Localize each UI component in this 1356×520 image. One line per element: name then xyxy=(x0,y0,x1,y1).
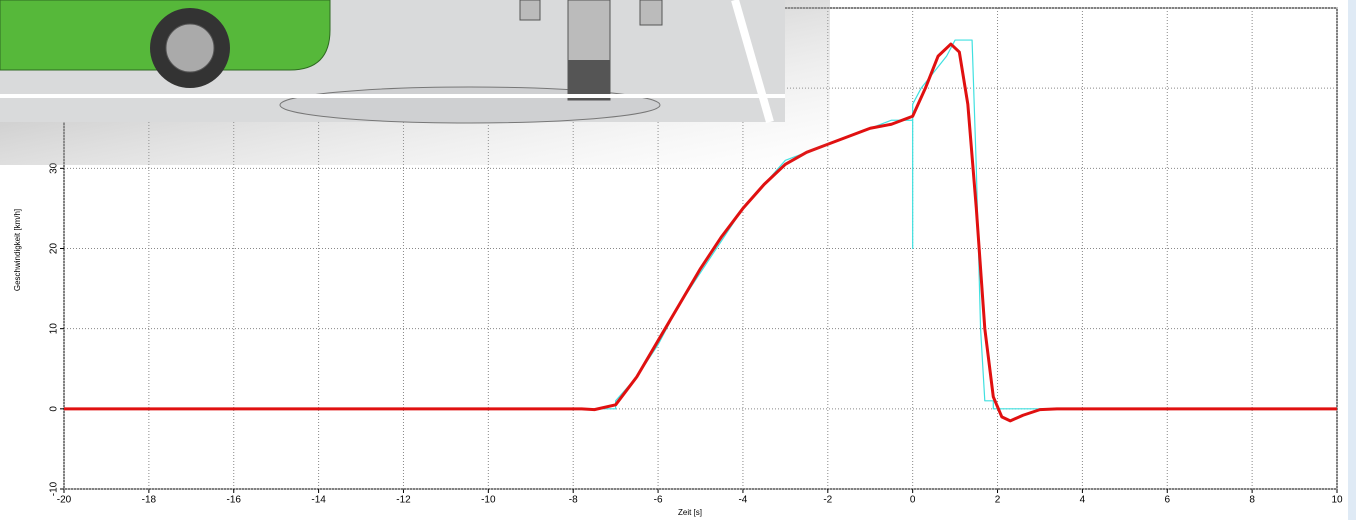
x-tick-label: 2 xyxy=(995,495,1001,506)
post-small xyxy=(519,0,541,21)
x-tick-label: 10 xyxy=(1331,495,1343,506)
x-tick-label: -14 xyxy=(311,495,326,506)
x-tick-label: -12 xyxy=(396,495,411,506)
x-axis-label: Zeit [s] xyxy=(678,508,702,517)
x-tick-label: -4 xyxy=(738,495,747,506)
car-rim xyxy=(165,23,215,73)
curb xyxy=(731,0,774,124)
y-tick-label: 10 xyxy=(49,323,60,335)
x-tick-label: -8 xyxy=(569,495,578,506)
x-tick-label: 4 xyxy=(1080,495,1086,506)
x-tick-label: -16 xyxy=(227,495,242,506)
x-tick-label: -2 xyxy=(823,495,832,506)
panel-edge xyxy=(1348,0,1356,520)
x-tick-label: 6 xyxy=(1164,495,1170,506)
y-tick-label: 0 xyxy=(49,406,60,412)
post-band xyxy=(568,60,610,100)
x-tick-label: 0 xyxy=(910,495,916,506)
lines xyxy=(64,39,1337,423)
x-tick-label: -10 xyxy=(481,495,496,506)
y-tick-label: 20 xyxy=(49,243,60,255)
x-tick-label: -6 xyxy=(654,495,663,506)
post-small xyxy=(639,0,663,26)
x-tick-label: 8 xyxy=(1249,495,1255,506)
x-tick-label: -18 xyxy=(142,495,157,506)
y-axis-label: Geschwindigkeit [km/h] xyxy=(13,209,22,291)
y-tick-label: 30 xyxy=(49,162,60,174)
y-tick-label: -10 xyxy=(49,481,60,496)
photo-overlay xyxy=(0,0,830,165)
series-line xyxy=(64,42,1337,423)
x-tick-label: -20 xyxy=(57,495,72,506)
